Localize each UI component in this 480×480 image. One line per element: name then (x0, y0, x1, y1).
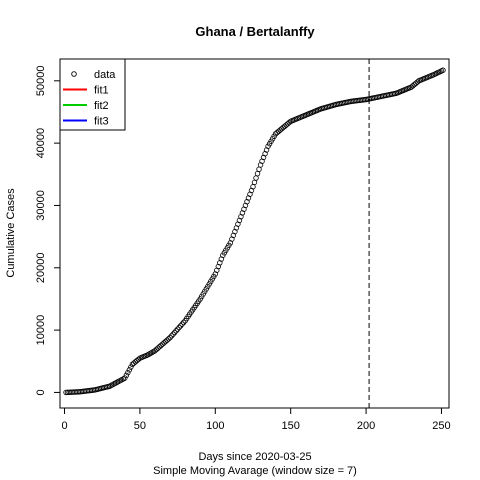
data-point (177, 323, 184, 329)
data-points (63, 67, 446, 396)
data-point (128, 364, 134, 370)
data-point (170, 331, 176, 337)
data-point (254, 170, 261, 177)
legend-label-data: data (94, 69, 116, 81)
legend-symbol-data (71, 71, 77, 77)
data-point (165, 336, 172, 342)
data-point (171, 329, 178, 336)
legend-label-fit1: fit1 (94, 85, 109, 97)
data-point (126, 367, 133, 373)
data-point (153, 346, 160, 353)
x-axis: 0 50 100 150 200 250 (61, 407, 451, 432)
data-point (251, 179, 258, 186)
data-point (164, 337, 170, 343)
x-tick-label: 250 (432, 420, 450, 432)
x-tick-label: 150 (282, 420, 300, 432)
data-point (256, 166, 262, 173)
data-point (173, 328, 179, 334)
data-point (167, 334, 173, 341)
legend-box (59, 58, 126, 131)
y-axis-label: Cumulative Cases (5, 188, 17, 278)
y-axis: 0 10000 20000 30000 40000 50000 (35, 66, 61, 395)
y-tick-label: 40000 (35, 128, 47, 159)
legend: data fit1 fit2 fit3 (59, 58, 126, 131)
x-tick-label: 50 (134, 420, 146, 432)
data-point (123, 372, 130, 379)
x-tick-label: 0 (61, 420, 67, 432)
data-point (179, 321, 185, 327)
x-tick-label: 200 (357, 420, 375, 432)
data-point (122, 375, 128, 381)
data-point (161, 340, 167, 346)
legend-label-fit3: fit3 (94, 116, 109, 128)
chart-title: Ghana / Bertalanffy (195, 24, 315, 39)
y-tick-label: 20000 (35, 252, 47, 283)
y-tick-label: 50000 (35, 66, 47, 97)
data-point (162, 338, 169, 345)
data-point (440, 67, 446, 73)
legend-label-fit2: fit2 (94, 100, 109, 112)
data-point (155, 345, 161, 351)
data-point (152, 347, 158, 354)
y-tick-label: 10000 (35, 315, 47, 346)
data-point (168, 333, 175, 339)
y-tick-label: 30000 (35, 190, 47, 221)
data-point (176, 324, 182, 331)
data-point (158, 342, 164, 349)
data-point (156, 344, 163, 350)
data-point (174, 326, 181, 332)
data-point (180, 319, 187, 326)
y-tick-label: 0 (35, 389, 47, 395)
data-point (125, 369, 131, 376)
data-point (159, 341, 166, 347)
x-tick-label: 100 (206, 420, 224, 432)
data-point (253, 175, 259, 181)
x-axis-label: Days since 2020-03-25 (198, 451, 311, 463)
x-axis-sublabel: Simple Moving Avarage (window size = 7) (153, 465, 357, 477)
